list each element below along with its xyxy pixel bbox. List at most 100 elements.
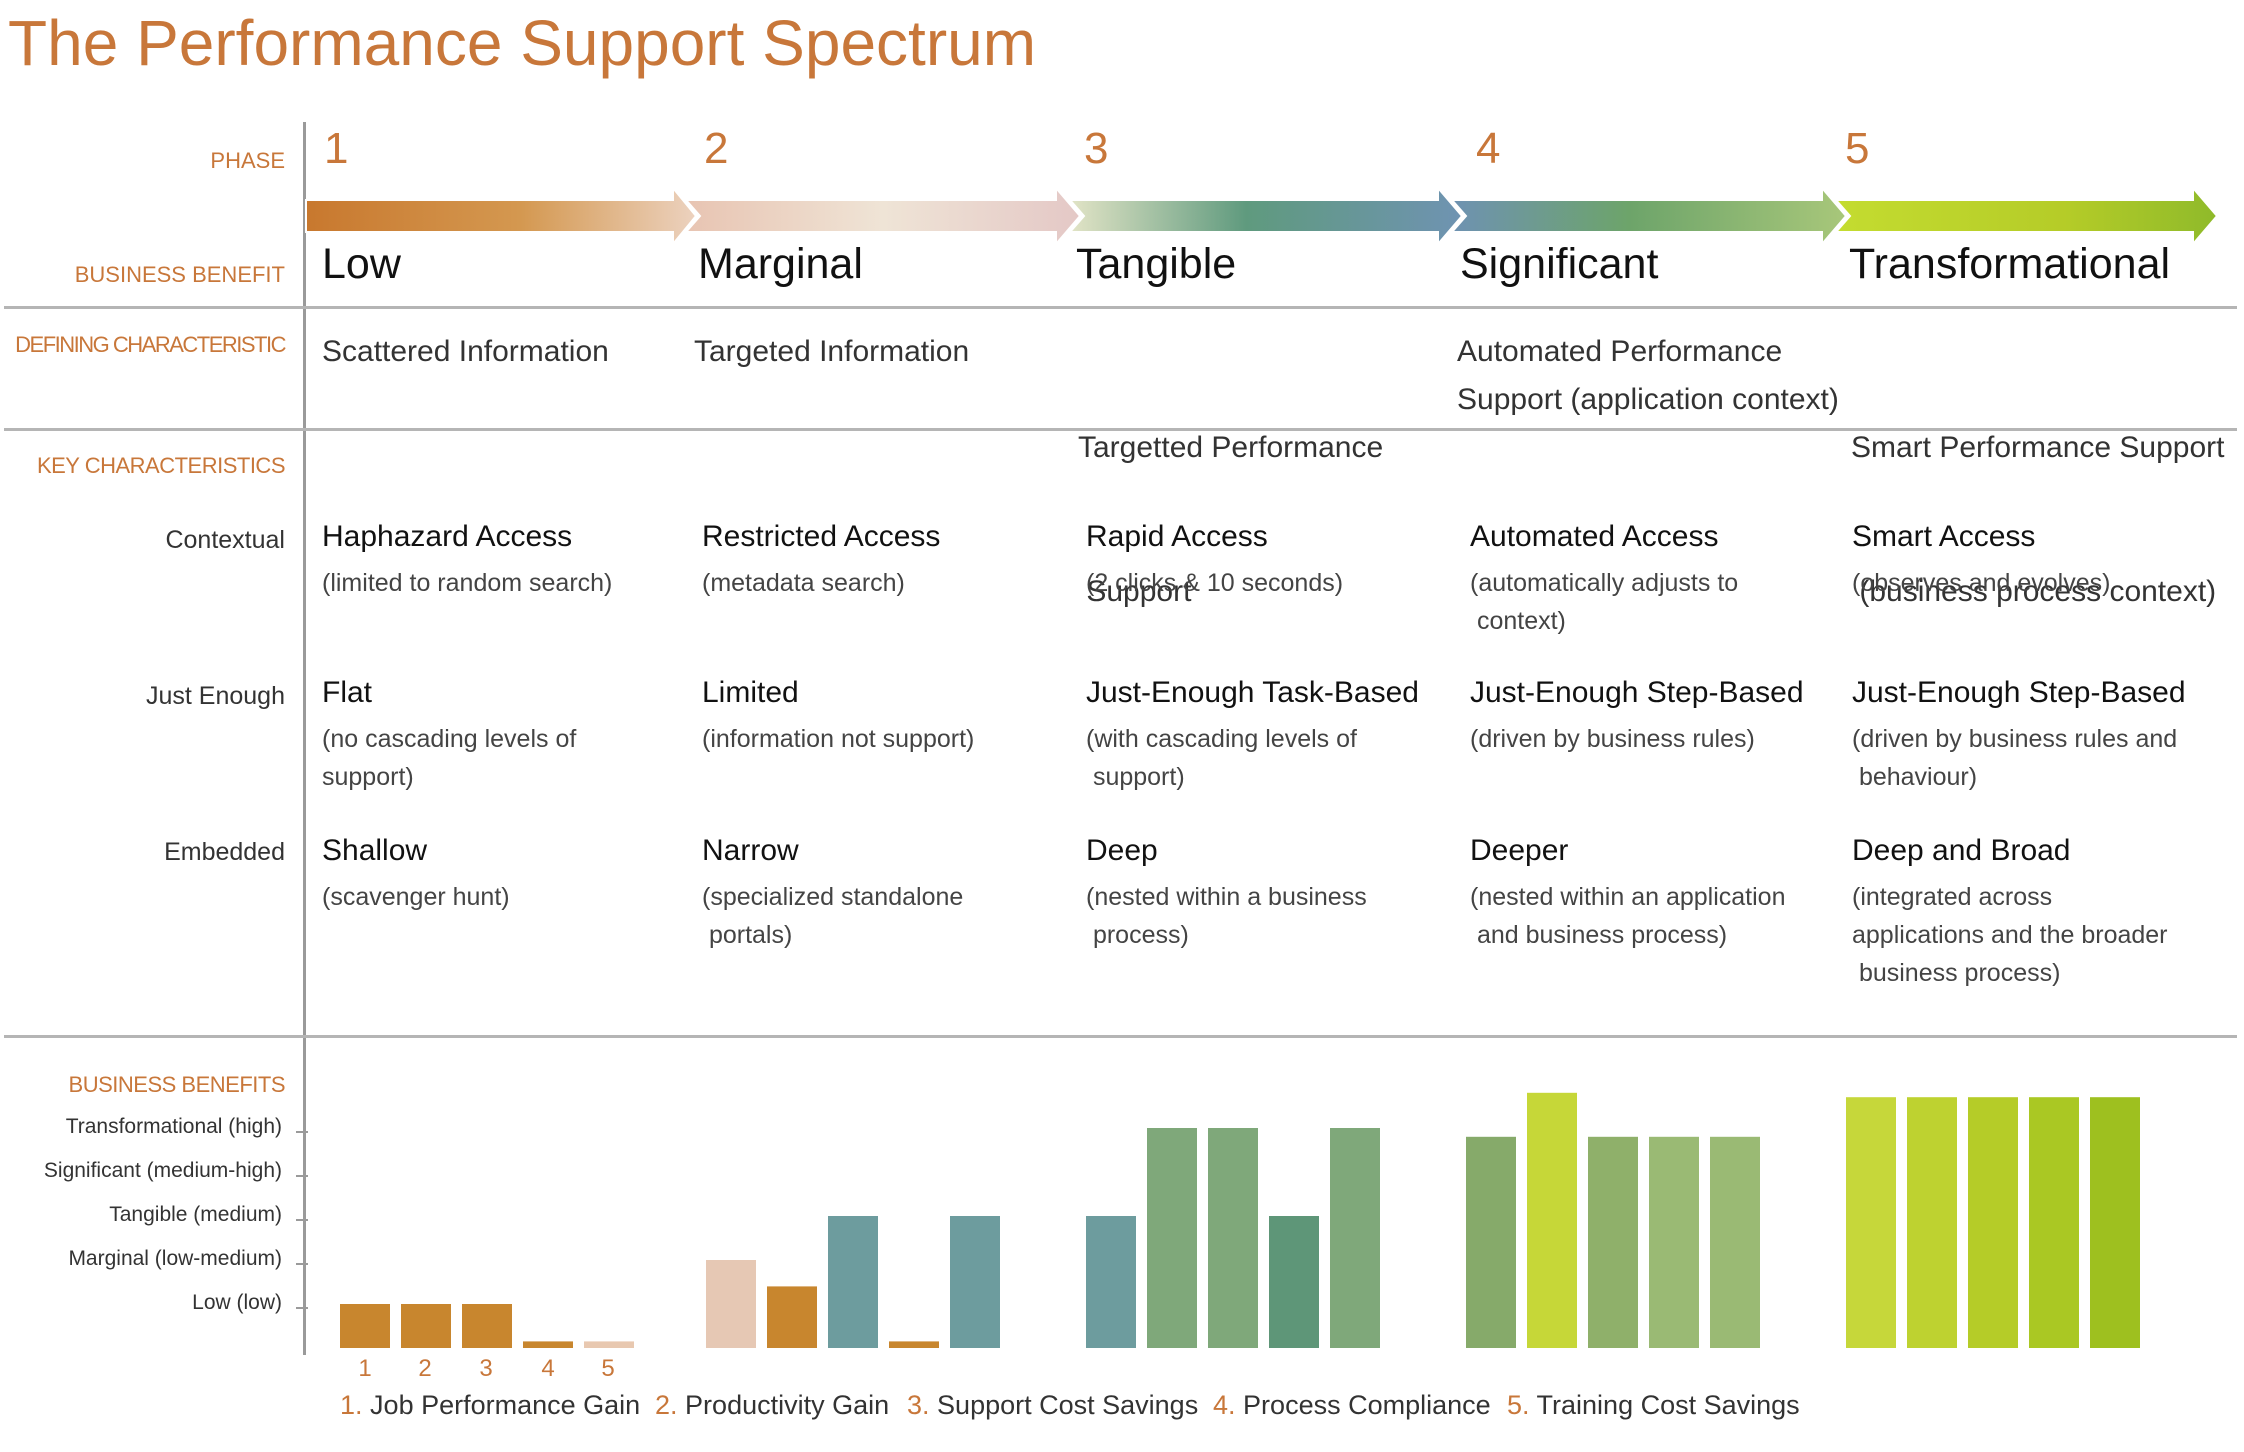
y-tick-label: Tangible (medium) xyxy=(109,1203,282,1226)
defining-line: Smart Performance Support xyxy=(1851,431,2225,464)
key-heading: Flat xyxy=(322,676,373,709)
key-description-line: support) xyxy=(1086,763,1185,791)
key-description: (with cascading levels of support) xyxy=(1086,720,1419,796)
row-label-key: KEY CHARACTERISTICS xyxy=(36,453,286,478)
legend-item-1: 1. Job Performance Gain xyxy=(340,1390,640,1421)
key-description: (nested within an application and busine… xyxy=(1470,878,1785,954)
key-just-phase-2: Limited (information not support) xyxy=(702,676,974,758)
key-description-line: (nested within an application xyxy=(1470,883,1786,911)
key-heading: Just-Enough Step-Based xyxy=(1852,676,2186,709)
bar-phase-4-process-compliance xyxy=(1649,1136,1699,1348)
key-heading: Automated Access xyxy=(1470,520,1719,553)
key-description: (metadata search) xyxy=(702,564,940,602)
defining-line: Targeted Information xyxy=(694,335,970,368)
key-description: (no cascading levels of support) xyxy=(322,720,576,796)
bar-phase-2-process-compliance xyxy=(889,1341,939,1348)
defining-line: Support xyxy=(1078,575,1192,608)
bar-phase-1-productivity-gain xyxy=(401,1304,451,1348)
key-heading: Deep and Broad xyxy=(1852,834,2071,867)
key-just-phase-3: Just-Enough Task-Based (with cascading le… xyxy=(1086,676,1419,796)
key-heading: Limited xyxy=(702,676,799,709)
bar-phase-1-training-cost-savings xyxy=(584,1341,634,1348)
key-label-contextual: Contextual xyxy=(165,526,285,554)
key-description: (nested within a business process) xyxy=(1086,878,1367,954)
key-label-just-enough: Just Enough xyxy=(146,682,285,710)
key-description-line: (information not support) xyxy=(702,725,975,753)
y-tick-mark xyxy=(296,1307,308,1309)
key-description: (driven by business rules) xyxy=(1470,720,1804,758)
legend-label: Productivity Gain xyxy=(685,1390,890,1420)
key-embedded-phase-1: Shallow (scavenger hunt) xyxy=(322,834,510,916)
key-embedded-phase-4: Deeper (nested within an application and … xyxy=(1470,834,1785,954)
phase-number-5: 5 xyxy=(1845,124,1870,173)
arrow-phase-2 xyxy=(683,185,1082,247)
key-description-line: process) xyxy=(1086,921,1189,949)
bar-phase-3-productivity-gain xyxy=(1147,1128,1197,1348)
y-tick-mark xyxy=(296,1131,308,1133)
key-just-phase-1: Flat (no cascading levels of support) xyxy=(322,676,576,796)
legend-number: 3. xyxy=(907,1390,930,1420)
benefit-phase-1: Low xyxy=(322,240,401,288)
benefit-phase-2: Marginal xyxy=(698,240,863,288)
key-label-embedded: Embedded xyxy=(164,838,285,866)
bar-phase-4-training-cost-savings xyxy=(1710,1136,1760,1348)
key-description-line: and business process) xyxy=(1470,921,1728,949)
defining-line: Support (application context) xyxy=(1457,383,1839,416)
key-heading: Narrow xyxy=(702,834,799,867)
key-embedded-phase-2: Narrow (specialized standalone portals) xyxy=(702,834,963,954)
row-label-benefits: BUSINESS BENEFITS xyxy=(68,1072,286,1097)
key-description-line: (metadata search) xyxy=(702,569,905,597)
defining-line: (business process context) xyxy=(1851,575,2217,608)
x-tick-label: 5 xyxy=(601,1355,615,1382)
key-description-line: portals) xyxy=(702,921,793,949)
y-tick-label: Low (low) xyxy=(192,1291,282,1314)
bar-phase-1-job-performance-gain xyxy=(340,1304,390,1348)
defining-line: Automated Performance xyxy=(1457,335,1783,368)
bar-phase-2-productivity-gain xyxy=(767,1286,817,1348)
key-description-line: (integrated across xyxy=(1852,883,2053,911)
x-tick-label: 1 xyxy=(358,1355,372,1382)
key-description: (automatically adjusts to context) xyxy=(1470,564,1738,640)
key-embedded-phase-3: Deep (nested within a business process) xyxy=(1086,834,1367,954)
bar-phase-1-support-cost-savings xyxy=(462,1304,512,1348)
defining-phase-3: Targetted Performance Support xyxy=(1078,328,1383,664)
key-description-line: (with cascading levels of xyxy=(1086,725,1357,753)
bar-phase-4-job-performance-gain xyxy=(1466,1136,1516,1348)
bar-phase-3-support-cost-savings xyxy=(1208,1128,1258,1348)
key-description: (specialized standalone portals) xyxy=(702,878,963,954)
key-description: (limited to random search) xyxy=(322,564,612,602)
defining-line: Targetted Performance xyxy=(1078,431,1384,464)
legend-number: 2. xyxy=(655,1390,678,1420)
key-description: (integrated across applications and the b… xyxy=(1852,878,2168,992)
key-description-line: (limited to random search) xyxy=(322,569,613,597)
legend-number: 4. xyxy=(1213,1390,1236,1420)
page-title: The Performance Support Spectrum xyxy=(8,7,1037,79)
key-heading: Just-Enough Task-Based xyxy=(1086,676,1419,709)
legend-item-2: 2. Productivity Gain xyxy=(655,1390,889,1421)
bar-phase-4-productivity-gain xyxy=(1527,1092,1577,1348)
key-description-line: (driven by business rules and xyxy=(1852,725,2178,753)
bar-phase-2-support-cost-savings xyxy=(828,1216,878,1348)
benefit-phase-4: Significant xyxy=(1460,240,1659,288)
divider-3 xyxy=(4,1035,2237,1038)
x-tick-label: 2 xyxy=(418,1355,432,1382)
key-heading: Rapid Access xyxy=(1086,520,1268,553)
key-heading: Smart Access xyxy=(1852,520,2036,553)
key-description: (observes and evolves) xyxy=(1852,564,2110,602)
bar-phase-5-support-cost-savings xyxy=(1968,1097,2018,1348)
key-description: (scavenger hunt) xyxy=(322,878,510,916)
key-description: (information not support) xyxy=(702,720,974,758)
key-heading: Just-Enough Step-Based xyxy=(1470,676,1804,709)
bar-phase-3-process-compliance xyxy=(1269,1216,1319,1348)
legend-number: 5. xyxy=(1507,1390,1530,1420)
legend-item-4: 4. Process Compliance xyxy=(1213,1390,1491,1421)
legend-item-3: 3. Support Cost Savings xyxy=(907,1390,1198,1421)
bar-phase-4-support-cost-savings xyxy=(1588,1136,1638,1348)
key-description: (2 clicks & 10 seconds) xyxy=(1086,564,1343,602)
defining-phase-1: Scattered Information xyxy=(322,328,609,376)
bar-phase-5-process-compliance xyxy=(2029,1097,2079,1348)
arrow-phase-5 xyxy=(1833,185,2219,247)
y-tick-mark xyxy=(296,1263,308,1265)
